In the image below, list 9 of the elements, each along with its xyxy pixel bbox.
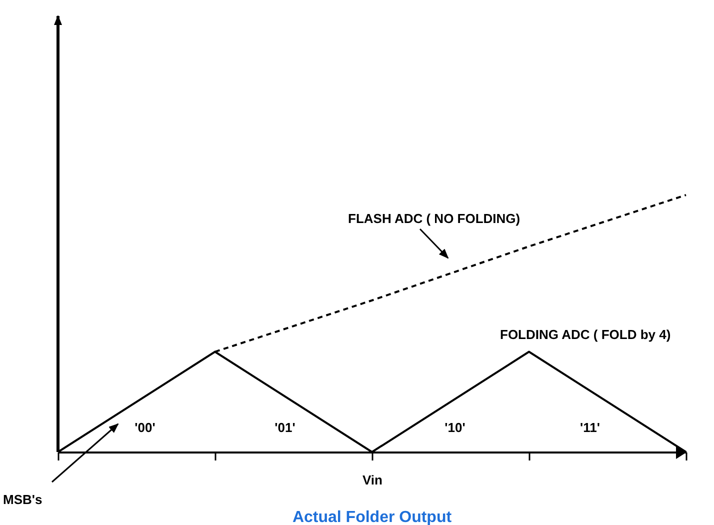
text: Actual Folder Output xyxy=(292,509,452,525)
annotation: '00' xyxy=(134,420,156,435)
annotation: '10' xyxy=(444,420,466,435)
x-axis-title: Vin xyxy=(362,472,383,488)
series-label: FLASH ADC ( NO FOLDING) xyxy=(348,211,520,226)
annotation: '11' xyxy=(580,420,600,435)
series-label: FOLDING ADC ( FOLD by 4) xyxy=(500,327,671,342)
annotation: '01' xyxy=(274,420,296,435)
text: MSB's xyxy=(3,492,42,507)
